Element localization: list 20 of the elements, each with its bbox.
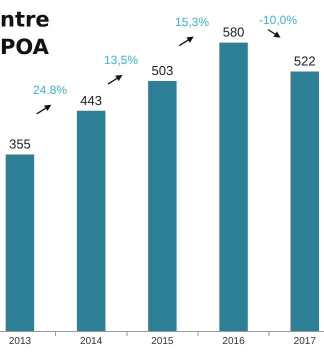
x-tick-label: 2013 xyxy=(8,336,32,347)
bar xyxy=(6,154,34,331)
data-label: 443 xyxy=(80,92,102,108)
x-tick-label: 2014 xyxy=(80,336,103,347)
x-tick-label: 2015 xyxy=(151,336,174,347)
x-tick-label: 2017 xyxy=(294,336,316,347)
bar xyxy=(219,42,248,331)
x-tick-label: 2016 xyxy=(222,336,246,347)
annotation: 13,5% xyxy=(104,53,138,67)
data-label: 355 xyxy=(9,136,31,152)
text: 15,3% xyxy=(175,15,210,29)
data-label: 522 xyxy=(294,54,316,69)
text: -10,0% xyxy=(259,13,298,27)
bar xyxy=(290,72,320,331)
bar xyxy=(76,110,106,331)
data-label: 503 xyxy=(152,62,174,78)
bar xyxy=(148,80,177,331)
data-label: 580 xyxy=(222,24,244,40)
annotation: 24.8% xyxy=(33,83,68,97)
chart-title: ntre POA xyxy=(0,7,50,59)
